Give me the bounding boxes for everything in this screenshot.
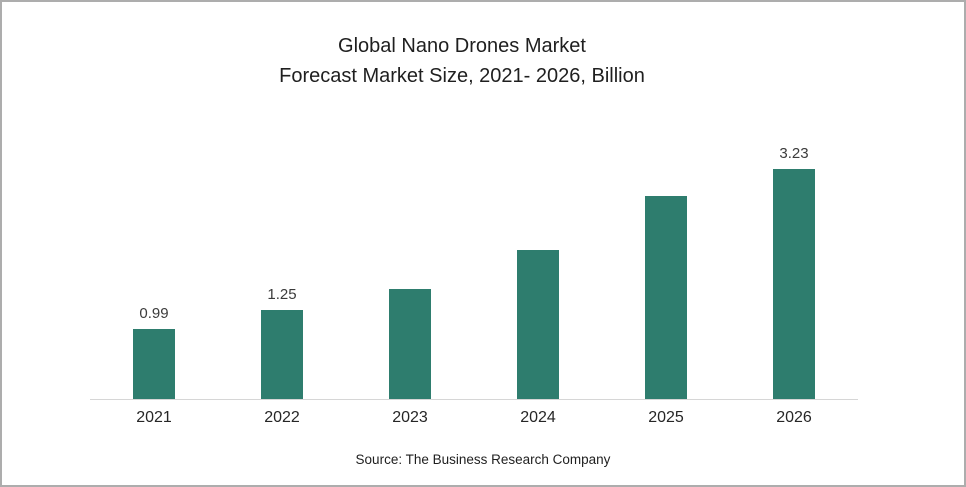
x-axis: 2021 2022 2023 2024 2025 2026 <box>90 409 858 427</box>
bar-value-label: 1.25 <box>267 286 297 303</box>
bar-2025 <box>645 196 687 399</box>
x-axis-label-2025: 2025 <box>648 409 684 426</box>
bar-group-2026: 3.23 <box>730 145 858 399</box>
bar-2024 <box>517 249 559 399</box>
chart-title-line2: Forecast Market Size, 2021- 2026, Billio… <box>279 65 645 87</box>
bar-group-2025 <box>602 172 730 399</box>
x-axis-label-2026: 2026 <box>776 409 812 426</box>
bar-value-label: 0.99 <box>139 304 169 322</box>
bar-2021 <box>133 328 175 399</box>
bar-group-2024 <box>474 226 602 399</box>
plot-area: 0.99 1.25 3.23 <box>90 145 858 400</box>
x-axis-label-2021: 2021 <box>136 409 172 426</box>
x-axis-label-2023: 2023 <box>392 409 428 426</box>
bar-2023 <box>389 288 431 399</box>
bar-2022 <box>261 310 303 399</box>
bar-group-2021: 0.99 <box>90 304 218 399</box>
chart-title: Global Nano Drones Market Forecast Marke… <box>2 31 922 91</box>
source-caption: Source: The Business Research Company <box>355 452 611 467</box>
bar-2026 <box>773 169 815 399</box>
x-axis-label-2022: 2022 <box>264 409 300 426</box>
x-axis-label-2024: 2024 <box>520 409 556 426</box>
bar-group-2023 <box>346 265 474 399</box>
bar-group-2022: 1.25 <box>218 286 346 399</box>
bar-value-label: 3.23 <box>779 145 809 162</box>
chart-title-line1: Global Nano Drones Market <box>338 35 586 57</box>
